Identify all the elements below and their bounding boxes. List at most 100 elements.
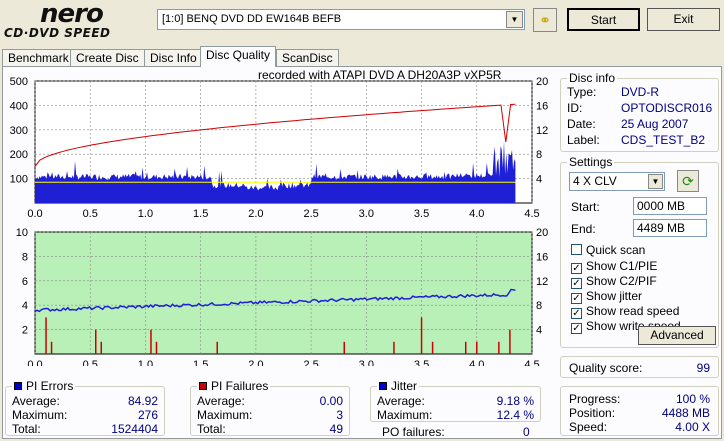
quick-scan-checkbox[interactable]: Quick scan xyxy=(571,243,645,257)
c2-x-tick: 3.5 xyxy=(414,359,429,366)
c2-y-left-tick: 10 xyxy=(16,227,28,239)
show-jitter-checkbox[interactable]: ✓ Show jitter xyxy=(571,289,642,304)
nero-logo: nero CD·DVD SPEED xyxy=(4,0,154,42)
c2-y-left-tick: 2 xyxy=(22,325,28,337)
refresh-speed-button[interactable]: ⟳ xyxy=(677,170,699,192)
pif-chart-y-left-ticks: 2 4 6 8 10 xyxy=(16,227,28,337)
advanced-button[interactable]: Advanced xyxy=(638,326,716,345)
pi-errors-average-value: 84.92 xyxy=(127,394,158,408)
end-field[interactable]: 4489 MB xyxy=(633,219,707,237)
disc-date-value: 25 Aug 2007 xyxy=(621,117,689,131)
c2-x-tick: 4.0 xyxy=(469,359,484,366)
po-failures-label: PO failures: xyxy=(382,425,445,439)
logo-text-top: nero xyxy=(40,0,104,29)
speed-value: 4.00 X xyxy=(675,420,710,434)
c2-y-right-tick: 12 xyxy=(536,276,548,288)
jitter-maximum-value: 12.4 % xyxy=(496,408,534,422)
position-value: 4488 MB xyxy=(661,406,710,420)
end-label: End: xyxy=(571,222,596,236)
disc-type-label: Type: xyxy=(567,85,597,99)
pi-errors-average-label: Average: xyxy=(12,394,60,408)
show-c2-checkbox[interactable]: ✓ Show C2/PIF xyxy=(571,274,657,289)
pi-failures-total-value: 49 xyxy=(329,422,343,436)
show-jitter-label: Show jitter xyxy=(586,289,643,303)
start-field[interactable]: 0000 MB xyxy=(633,197,707,215)
show-c2-label: Show C2/PIF xyxy=(586,274,657,288)
c2-y-right-tick: 20 xyxy=(536,227,548,239)
checkmark-icon: ✓ xyxy=(571,308,582,319)
tab-disc-quality[interactable]: Disc Quality xyxy=(200,46,277,67)
disc-info-group: Disc info Type: DVD-R ID: OPTODISCR016 D… xyxy=(560,71,719,152)
disc-label-label: Label: xyxy=(567,133,600,147)
logo-text-bottom: CD·DVD SPEED xyxy=(4,26,111,40)
speed-select-value: 4 X CLV xyxy=(573,174,617,188)
c2-y-right-tick: 4 xyxy=(536,325,542,337)
disc-label-value: CDS_TEST_B2 xyxy=(621,133,706,147)
show-c1-checkbox[interactable]: ✓ Show C1/PIE xyxy=(571,259,657,274)
c2-x-tick: 1.5 xyxy=(193,359,208,366)
drive-refresh-button[interactable]: ⚭ xyxy=(533,8,557,32)
progress-label: Progress: xyxy=(569,392,621,406)
tab-benchmark[interactable]: Benchmark xyxy=(2,49,75,67)
chevron-down-icon[interactable]: ▼ xyxy=(506,11,523,28)
c1-y-left-tick: 300 xyxy=(10,125,28,137)
c1-x-tick: 1.0 xyxy=(138,208,153,220)
jitter-title: Jitter xyxy=(377,379,420,393)
c1-x-tick: 4.0 xyxy=(469,208,484,220)
pi-failures-average-value: 0.00 xyxy=(319,394,343,408)
checkbox-icon xyxy=(571,244,582,255)
c2-x-tick: 0.0 xyxy=(27,359,42,366)
speed-select[interactable]: 4 X CLV ▼ xyxy=(569,172,665,191)
jitter-average-value: 9.18 % xyxy=(496,394,534,408)
drive-select[interactable]: [1:0] BENQ DVD DD EW164B BEFB ▼ xyxy=(157,9,525,30)
jitter-average-label: Average: xyxy=(377,394,425,408)
pi-failures-total-label: Total: xyxy=(197,422,226,436)
checkmark-icon: ✓ xyxy=(571,263,582,274)
charts-area: recorded with ATAPI DVD A DH20A3P vXP5R … xyxy=(10,68,549,366)
c2-x-tick: 2.5 xyxy=(303,359,318,366)
tab-disc-info[interactable]: Disc Info xyxy=(144,49,203,67)
exit-button[interactable]: Exit xyxy=(647,8,720,31)
c1-x-tick: 4.5 xyxy=(524,208,539,220)
c1-y-left-tick: 400 xyxy=(10,100,28,112)
c1-x-tick: 3.0 xyxy=(359,208,374,220)
c2-y-left-tick: 6 xyxy=(22,276,28,288)
tab-create-disc[interactable]: Create Disc xyxy=(70,49,145,67)
show-c1-label: Show C1/PIE xyxy=(586,259,658,273)
c1-y-right-tick: 4 xyxy=(536,174,542,186)
settings-title: Settings xyxy=(567,155,615,169)
disc-chain-icon: ⚭ xyxy=(539,12,551,28)
refresh-icon: ⟳ xyxy=(682,173,694,189)
settings-group: Settings 4 X CLV ▼ ⟳ Start: 0000 MB End:… xyxy=(560,155,719,348)
show-read-speed-label: Show read speed xyxy=(586,304,680,318)
pif-legend-square xyxy=(199,382,207,390)
pif-chart-y-right-ticks: 4 8 12 16 20 xyxy=(536,227,548,337)
c1-y-right-tick: 8 xyxy=(536,149,542,161)
pif-chart-plot xyxy=(34,231,533,355)
pif-chart-x-ticks: 0.0 0.5 1.0 1.5 2.0 2.5 3.0 3.5 4.0 4.5 xyxy=(27,359,539,366)
c1-y-right-tick: 20 xyxy=(536,76,548,88)
checkmark-icon: ✓ xyxy=(571,323,582,334)
quality-score-value: 99 xyxy=(696,361,710,375)
quick-scan-label: Quick scan xyxy=(586,243,646,257)
c1-y-left-tick: 500 xyxy=(10,76,28,88)
checkmark-icon: ✓ xyxy=(571,293,582,304)
pi-errors-maximum-value: 276 xyxy=(137,408,158,422)
drive-select-value: [1:0] BENQ DVD DD EW164B BEFB xyxy=(162,13,342,25)
progress-box: Progress: 100 % Position: 4488 MB Speed:… xyxy=(560,386,719,436)
c1-x-tick: 2.5 xyxy=(303,208,318,220)
c2-x-tick: 3.0 xyxy=(359,359,374,366)
pi-errors-maximum-label: Maximum: xyxy=(12,408,68,422)
pi-errors-box: PI Errors Average: 84.92 Maximum: 276 To… xyxy=(5,379,165,436)
start-button[interactable]: Start xyxy=(567,8,640,31)
c1-y-right-tick: 12 xyxy=(536,125,548,137)
disc-type-value: DVD-R xyxy=(621,85,659,99)
pi-failures-maximum-value: 3 xyxy=(336,408,343,422)
pi-failures-average-label: Average: xyxy=(197,394,245,408)
show-read-speed-checkbox[interactable]: ✓ Show read speed xyxy=(571,304,679,319)
chevron-down-icon[interactable]: ▼ xyxy=(648,174,663,189)
pie-chart-x-ticks: 0.0 0.5 1.0 1.5 2.0 2.5 3.0 3.5 4.0 4.5 xyxy=(27,208,539,220)
pi-failures-box: PI Failures Average: 0.00 Maximum: 3 Tot… xyxy=(190,379,350,436)
tab-scandisc[interactable]: ScanDisc xyxy=(276,49,339,67)
quality-score-box: Quality score: 99 xyxy=(560,356,719,378)
